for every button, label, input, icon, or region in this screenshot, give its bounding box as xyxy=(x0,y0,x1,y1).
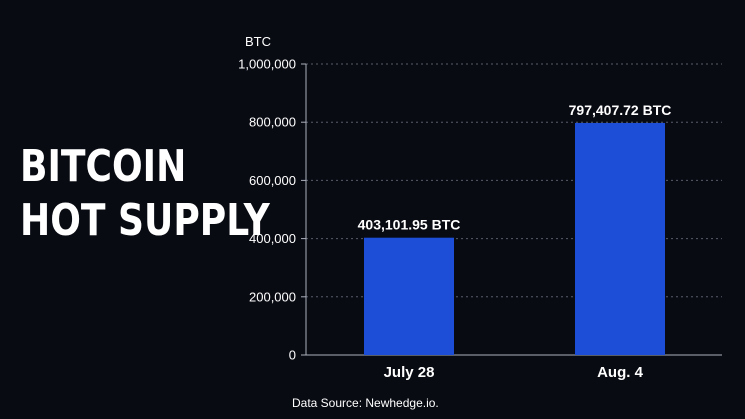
title-line-2: HOT SUPPLY xyxy=(20,195,270,246)
y-axis-label: BTC xyxy=(245,34,271,49)
bar-july-28 xyxy=(364,237,454,355)
data-label: 797,407.72 BTC xyxy=(569,102,672,118)
bar-aug-4 xyxy=(575,122,665,356)
x-tick-label: Aug. 4 xyxy=(597,364,643,381)
y-tick-label: 600,000 xyxy=(249,173,296,188)
data-label: 403,101.95 BTC xyxy=(358,217,461,233)
y-tick-label: 400,000 xyxy=(249,231,296,246)
title-line-1: BITCOIN xyxy=(20,141,187,192)
data-source-note: Data Source: Newhedge.io. xyxy=(292,396,439,410)
y-tick-label: 800,000 xyxy=(249,115,296,130)
y-tick-label: 200,000 xyxy=(249,289,296,304)
y-tick-label: 0 xyxy=(289,348,296,363)
y-tick-label: 1,000,000 xyxy=(238,57,296,72)
chart-title: BITCOIN HOT SUPPLY xyxy=(20,140,270,248)
x-tick-label: July 28 xyxy=(384,364,435,381)
